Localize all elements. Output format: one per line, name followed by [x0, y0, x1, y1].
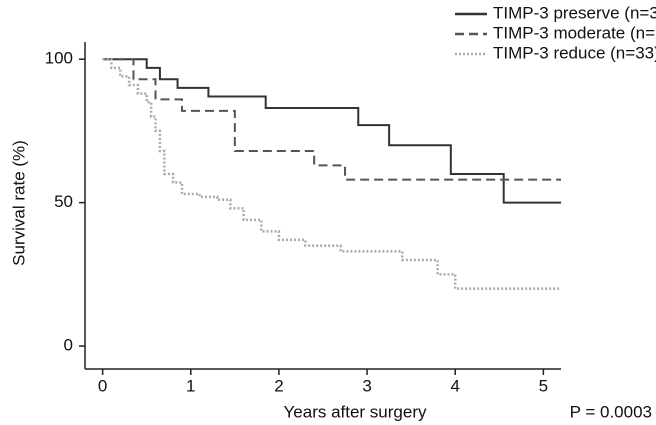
- survival-curve: [102, 58, 561, 204]
- y-tick-label: 100: [45, 49, 73, 68]
- x-tick-label: 2: [274, 376, 283, 395]
- legend-label: TIMP-3 preserve (n=30): [493, 3, 656, 22]
- x-tick-label: 1: [186, 376, 195, 395]
- x-tick-label: 5: [539, 376, 548, 395]
- x-axis-label: Years after surgery: [284, 402, 427, 421]
- y-tick-label: 50: [54, 192, 73, 211]
- survival-curve: [102, 57, 561, 290]
- legend-label: TIMP-3 reduce (n=33): [493, 43, 656, 62]
- x-tick-label: 0: [98, 376, 107, 395]
- x-tick-label: 4: [450, 376, 459, 395]
- y-tick-label: 0: [64, 336, 73, 355]
- legend-label: TIMP-3 moderate (n=27): [493, 23, 656, 42]
- survival-curve: [102, 58, 561, 181]
- p-value-annotation: P = 0.0003: [570, 402, 652, 421]
- y-axis-label: Survival rate (%): [9, 140, 28, 266]
- x-tick-label: 3: [362, 376, 371, 395]
